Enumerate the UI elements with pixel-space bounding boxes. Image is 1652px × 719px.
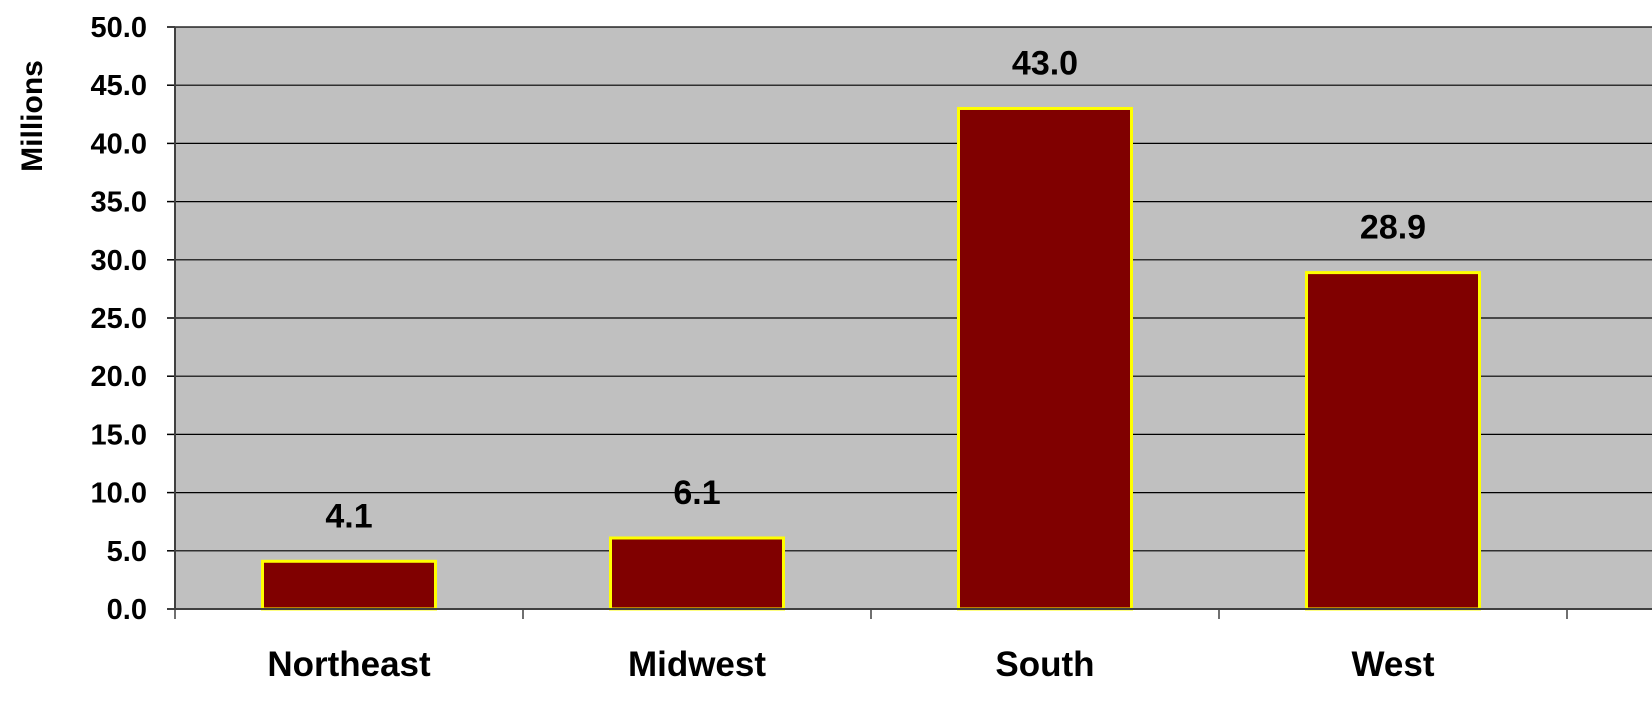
bar	[957, 106, 1133, 611]
bar	[609, 536, 785, 611]
category-labels: Northeast Midwest South West	[267, 645, 1435, 684]
y-tick-label: 40.0	[91, 128, 147, 160]
category-label: South	[995, 645, 1094, 684]
y-tick-label: 45.0	[91, 70, 147, 102]
bar	[261, 559, 437, 611]
data-label: 43.0	[1012, 44, 1078, 82]
bar	[1305, 271, 1481, 611]
y-tick-label: 15.0	[91, 419, 147, 451]
bars	[261, 106, 1481, 611]
y-tick-label: 10.0	[91, 478, 147, 510]
y-tick-label: 20.0	[91, 361, 147, 393]
y-axis-title: Millions	[16, 60, 49, 172]
y-tick-label: 25.0	[91, 303, 147, 335]
data-label: 4.1	[325, 497, 372, 535]
category-label: Midwest	[628, 645, 766, 684]
data-labels: 4.1 6.1 43.0 28.9	[325, 44, 1426, 535]
y-tick-label: 0.0	[107, 594, 147, 626]
y-tick-label: 35.0	[91, 187, 147, 219]
y-tick-label: 5.0	[107, 536, 147, 568]
y-tick-labels: 0.0 5.0 10.0 15.0 20.0 25.0 30.0 35.0 40.0 45.0 50…	[91, 12, 147, 626]
data-label: 28.9	[1360, 209, 1426, 247]
y-tick-label: 30.0	[91, 245, 147, 277]
axes	[174, 27, 1652, 619]
data-label: 6.1	[673, 474, 720, 512]
category-label: West	[1352, 645, 1435, 684]
category-label: Northeast	[267, 645, 431, 684]
y-tick-label: 50.0	[91, 12, 147, 44]
